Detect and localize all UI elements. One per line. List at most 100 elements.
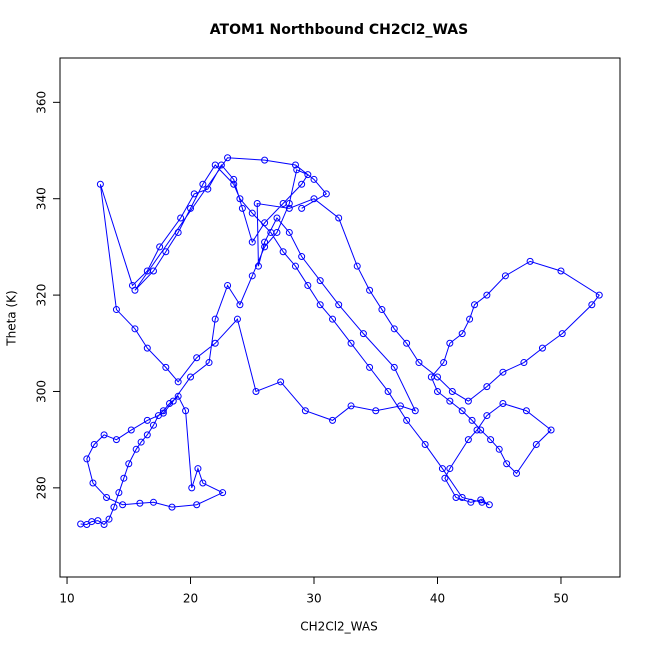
point <box>156 243 164 251</box>
point <box>466 315 474 323</box>
point <box>427 373 435 381</box>
point <box>440 359 448 367</box>
point <box>83 455 91 463</box>
point <box>261 238 269 246</box>
point <box>483 383 491 391</box>
y-tick-label: 360 <box>35 91 49 114</box>
point <box>329 416 337 424</box>
point <box>261 219 269 227</box>
point <box>547 426 555 434</box>
point <box>335 214 343 222</box>
point <box>89 479 97 487</box>
point <box>538 344 546 352</box>
point <box>285 204 293 212</box>
point <box>137 438 145 446</box>
point <box>301 407 309 415</box>
point <box>446 465 454 473</box>
point <box>446 397 454 405</box>
point <box>261 243 269 251</box>
point <box>162 248 170 256</box>
point <box>396 402 404 410</box>
point <box>211 315 219 323</box>
point <box>458 493 466 501</box>
point <box>119 501 127 509</box>
point <box>390 325 398 333</box>
point <box>112 306 120 314</box>
point <box>230 175 238 183</box>
point <box>131 286 139 294</box>
point <box>316 301 324 309</box>
point <box>532 440 540 448</box>
point <box>168 503 176 511</box>
point <box>372 407 380 415</box>
point <box>273 214 281 222</box>
point <box>267 228 275 236</box>
point <box>110 503 118 511</box>
point <box>159 407 167 415</box>
point <box>211 161 219 169</box>
point <box>366 286 374 294</box>
point <box>310 195 318 203</box>
point <box>557 267 565 275</box>
point <box>366 363 374 371</box>
plot-frame <box>59 57 621 578</box>
point <box>199 180 207 188</box>
point <box>174 392 182 400</box>
x-tick-label: 20 <box>183 592 198 606</box>
point <box>125 460 133 468</box>
point <box>236 301 244 309</box>
point <box>177 214 185 222</box>
point <box>403 339 411 347</box>
point <box>252 387 260 395</box>
point <box>291 262 299 270</box>
point <box>285 228 293 236</box>
point <box>441 474 449 482</box>
point <box>304 281 312 289</box>
point <box>190 190 198 198</box>
point <box>353 262 361 270</box>
chart-title: ATOM1 Northbound CH2Cl2_WAS <box>210 22 468 38</box>
point <box>298 253 306 261</box>
point <box>143 344 151 352</box>
y-tick-label: 320 <box>35 284 49 307</box>
point <box>182 407 190 415</box>
x-tick-label: 50 <box>553 592 568 606</box>
point <box>520 359 528 367</box>
point <box>233 315 241 323</box>
point <box>238 204 246 212</box>
point <box>166 400 174 408</box>
point <box>403 416 411 424</box>
point <box>194 465 202 473</box>
point <box>174 378 182 386</box>
point <box>224 281 232 289</box>
y-axis-title: Theta (K) <box>5 290 19 346</box>
point <box>254 262 262 270</box>
point <box>485 501 493 509</box>
point <box>483 412 491 420</box>
point <box>127 426 135 434</box>
y-tick-label: 280 <box>35 476 49 499</box>
point <box>90 440 98 448</box>
point <box>149 267 157 275</box>
x-tick-label: 30 <box>306 592 321 606</box>
point <box>187 204 195 212</box>
point <box>359 330 367 338</box>
point <box>487 436 495 444</box>
point <box>149 421 157 429</box>
point <box>205 359 213 367</box>
point <box>448 387 456 395</box>
point <box>526 257 534 265</box>
point <box>499 400 507 408</box>
point <box>187 373 195 381</box>
point <box>433 387 441 395</box>
point <box>115 489 123 497</box>
point <box>458 330 466 338</box>
point <box>384 387 392 395</box>
point <box>293 166 301 174</box>
point <box>446 339 454 347</box>
point <box>477 426 485 434</box>
point <box>588 301 596 309</box>
point <box>279 200 287 208</box>
point <box>277 378 285 386</box>
